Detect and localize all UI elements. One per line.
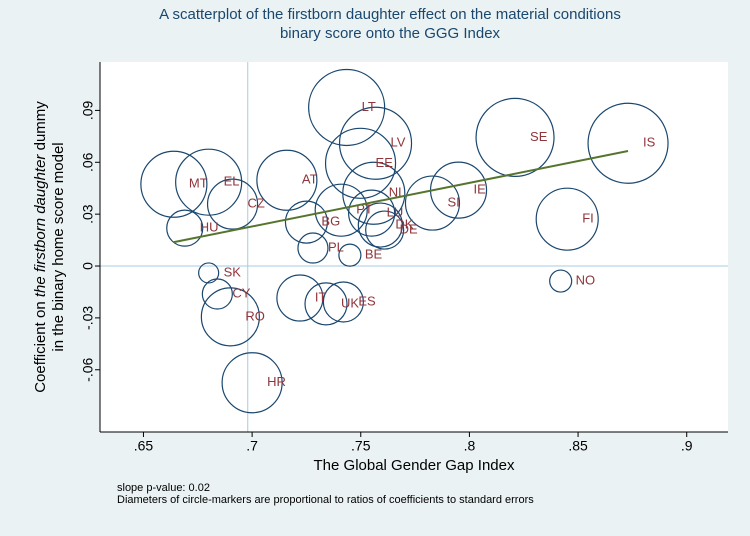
bubble: [338, 243, 362, 267]
y-tick-label: -.03: [80, 306, 96, 330]
point-label: HR: [267, 374, 286, 389]
bubble: [357, 202, 403, 248]
y-axis-title: in the binary home score model: [50, 142, 67, 351]
point-label: DK: [395, 216, 413, 231]
y-tick-label: .03: [80, 204, 96, 224]
point-label: IT: [315, 289, 327, 304]
y-tick-label: .06: [80, 152, 96, 172]
bubble: [206, 178, 259, 230]
bubble: [140, 150, 208, 218]
y-tick-label: -.06: [80, 357, 96, 381]
y-tick-label: .09: [80, 100, 96, 120]
point-label: DE: [400, 221, 418, 236]
point-label: IE: [474, 182, 487, 197]
x-tick-label: .65: [134, 438, 154, 454]
point-label: SE: [530, 129, 548, 144]
x-tick-label: .75: [351, 438, 371, 454]
bubble: [221, 352, 283, 414]
point-label: SI: [447, 195, 459, 210]
point-label: BG: [321, 214, 340, 229]
point-label: AT: [302, 172, 318, 187]
point-label: LT: [362, 99, 376, 114]
point-label: ES: [358, 293, 376, 308]
bubble: [166, 209, 204, 247]
point-label: PL: [328, 239, 344, 254]
x-axis-title: The Global Gender Gap Index: [314, 457, 515, 474]
bubble: [284, 200, 329, 244]
bubble: [338, 106, 413, 180]
bubble: [365, 210, 405, 250]
bubble: [342, 161, 406, 225]
point-label: IS: [643, 135, 656, 150]
y-axis-title-part: Coefficient on: [32, 297, 49, 393]
x-tick-label: .85: [568, 438, 588, 454]
point-label: UK: [341, 295, 359, 310]
chart-title: A scatterplot of the firstborn daughter …: [159, 6, 621, 23]
bubble: [535, 187, 599, 251]
note: Diameters of circle-markers are proporti…: [117, 494, 534, 506]
y-axis-title-part: dummy: [32, 101, 49, 155]
point-label: BE: [365, 247, 383, 262]
point-label: CY: [232, 285, 250, 300]
point-label: NO: [576, 272, 596, 287]
chart-title: binary score onto the GGG Index: [280, 25, 501, 42]
point-label: HU: [200, 220, 219, 235]
bubble: [322, 281, 364, 323]
y-tick-label: 0: [80, 262, 96, 270]
bubble: [256, 149, 318, 211]
bubble: [201, 278, 233, 310]
bubble: [404, 175, 461, 231]
y-axis-title-part: the firstborn daughter: [32, 154, 49, 298]
bubble: [304, 282, 348, 326]
point-label: FI: [582, 211, 594, 226]
bubble: [314, 183, 368, 237]
x-tick-label: .7: [246, 438, 258, 454]
point-label: LU: [387, 205, 404, 220]
fit-line: [173, 150, 629, 244]
bubble: [324, 127, 397, 199]
x-tick-label: .8: [464, 438, 476, 454]
point-label: SK: [224, 264, 242, 279]
bubble: [198, 262, 220, 284]
bubble: [308, 68, 386, 147]
point-label: LV: [391, 135, 406, 150]
bubble: [276, 274, 324, 322]
bubble: [348, 189, 396, 237]
bubble: [549, 269, 573, 293]
bubble: [175, 148, 243, 216]
point-label: MT: [189, 176, 208, 191]
y-axis-title: Coefficient on the firstborn daughter du…: [32, 101, 49, 393]
bubble: [200, 287, 260, 347]
bubble: [297, 232, 329, 264]
point-label: RO: [245, 308, 265, 323]
x-tick-label: .9: [681, 438, 693, 454]
point-label: EE: [376, 155, 394, 170]
plot-area: [100, 62, 728, 432]
point-label: CZ: [248, 196, 265, 211]
bubble: [587, 102, 669, 184]
bubble: [475, 97, 555, 177]
point-label: EL: [224, 174, 240, 189]
note: slope p-value: 0.02: [117, 482, 210, 494]
